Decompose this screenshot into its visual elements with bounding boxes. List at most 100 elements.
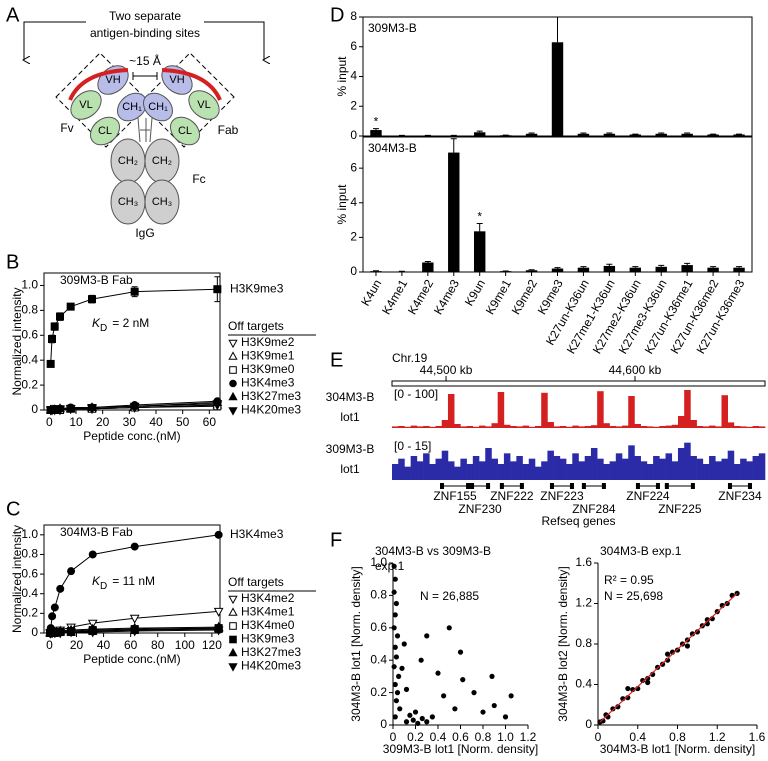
signal-bar <box>429 464 436 480</box>
y-tick-label: 0.2 <box>370 685 387 699</box>
bar <box>577 133 590 136</box>
legend-label: H3K4me0 <box>241 618 295 632</box>
data-point <box>56 312 64 321</box>
plot-frame <box>362 136 753 273</box>
signal-bar <box>404 426 411 428</box>
data-point <box>645 675 651 682</box>
data-point <box>130 542 139 551</box>
signal-bar <box>690 456 697 480</box>
data-point <box>446 625 452 631</box>
error-bar <box>658 264 665 267</box>
signal-bar <box>702 426 710 428</box>
data-point <box>129 614 140 624</box>
legend-marker <box>229 379 237 388</box>
error-bar <box>632 266 639 268</box>
signal-bar <box>640 461 648 480</box>
distance-label: ~15 Å <box>129 53 161 68</box>
gene-exon <box>601 483 606 489</box>
signal-bar <box>541 461 548 480</box>
signal-bar <box>740 458 747 480</box>
signal-bar <box>677 416 685 428</box>
signal-bar <box>398 458 405 480</box>
data-point <box>415 720 421 726</box>
signal-bar <box>466 426 474 428</box>
data-point <box>392 644 398 650</box>
signal-bar <box>566 464 573 480</box>
region-label: Fab <box>218 123 239 137</box>
signal-bar <box>398 426 405 428</box>
track-range: [0 - 15] <box>394 439 431 453</box>
signal-bar <box>528 458 536 480</box>
signal-bar <box>392 464 399 480</box>
signal-bar <box>628 445 635 480</box>
bar <box>707 267 719 272</box>
fit-line <box>599 593 738 723</box>
data-point <box>393 698 399 704</box>
panel-label: E <box>330 349 343 371</box>
signal-bar <box>516 426 523 428</box>
signal-bar <box>447 394 455 428</box>
error-bar <box>606 132 613 134</box>
x-tick-label: 30 <box>123 415 137 429</box>
chart-title: 304M3-B Fab <box>60 525 133 539</box>
gene-exon <box>466 483 471 489</box>
data-point <box>403 719 410 725</box>
legend-marker <box>228 407 238 416</box>
y-tick-label: 0 <box>380 717 387 731</box>
gene-label: ZNF230 <box>458 502 502 516</box>
gene-label: ZNF224 <box>626 489 670 503</box>
bar <box>422 262 434 272</box>
signal-bar <box>721 458 728 480</box>
signal-bar <box>479 425 486 428</box>
gene-exon <box>655 483 660 489</box>
signal-bar <box>727 450 735 480</box>
error-bar <box>554 267 561 269</box>
data-point <box>394 633 401 639</box>
y-tick-label: 0.2 <box>21 606 38 620</box>
x-tick-label: 0.6 <box>452 730 469 744</box>
signal-bar <box>733 426 741 428</box>
signal-bar <box>640 426 648 428</box>
y-tick-label: 4 <box>350 195 357 209</box>
vl-domain <box>188 90 220 120</box>
bar <box>655 133 667 136</box>
track-name: lot1 <box>340 410 360 424</box>
legend-label: H4K20me3 <box>241 403 301 417</box>
data-point <box>55 406 65 416</box>
bar <box>370 130 382 136</box>
x-tick-label: 44,500 kb <box>420 363 473 377</box>
bar <box>681 265 693 272</box>
signal-bar <box>603 464 610 480</box>
signal-bar <box>423 453 430 480</box>
gene-exon <box>470 483 475 489</box>
data-point <box>689 631 696 637</box>
bar <box>370 271 382 272</box>
panel-label: D <box>330 4 344 26</box>
annotation: * <box>374 115 379 129</box>
kd-symbol: K <box>92 574 101 588</box>
y-tick-label: 1.6 <box>575 555 592 569</box>
y-tick-label: 0 <box>31 625 38 639</box>
error-bar <box>684 262 691 266</box>
legend-title: Off targets <box>228 319 284 333</box>
signal-bar <box>491 458 498 480</box>
legend-label: H3K4me2 <box>241 591 295 605</box>
signal-bar <box>454 424 461 428</box>
data-point <box>407 712 413 718</box>
data-point <box>87 628 98 638</box>
legend-marker <box>229 622 237 630</box>
bar <box>707 134 719 136</box>
signal-bar <box>715 426 722 428</box>
signal-bar <box>690 420 697 428</box>
y-tick-label: 0.6 <box>21 327 38 341</box>
signal-bar <box>677 448 685 480</box>
chart-title: 304M3-B vs 309M3-B <box>375 544 491 558</box>
signal-bar <box>597 391 604 428</box>
signal-bar <box>534 426 542 428</box>
signal-bar <box>472 426 480 428</box>
data-point <box>615 704 621 710</box>
bar <box>525 133 538 136</box>
domain-label: CH₃ <box>118 196 138 208</box>
signal-bar <box>628 396 635 428</box>
annotation: N = 25,698 <box>604 589 663 603</box>
